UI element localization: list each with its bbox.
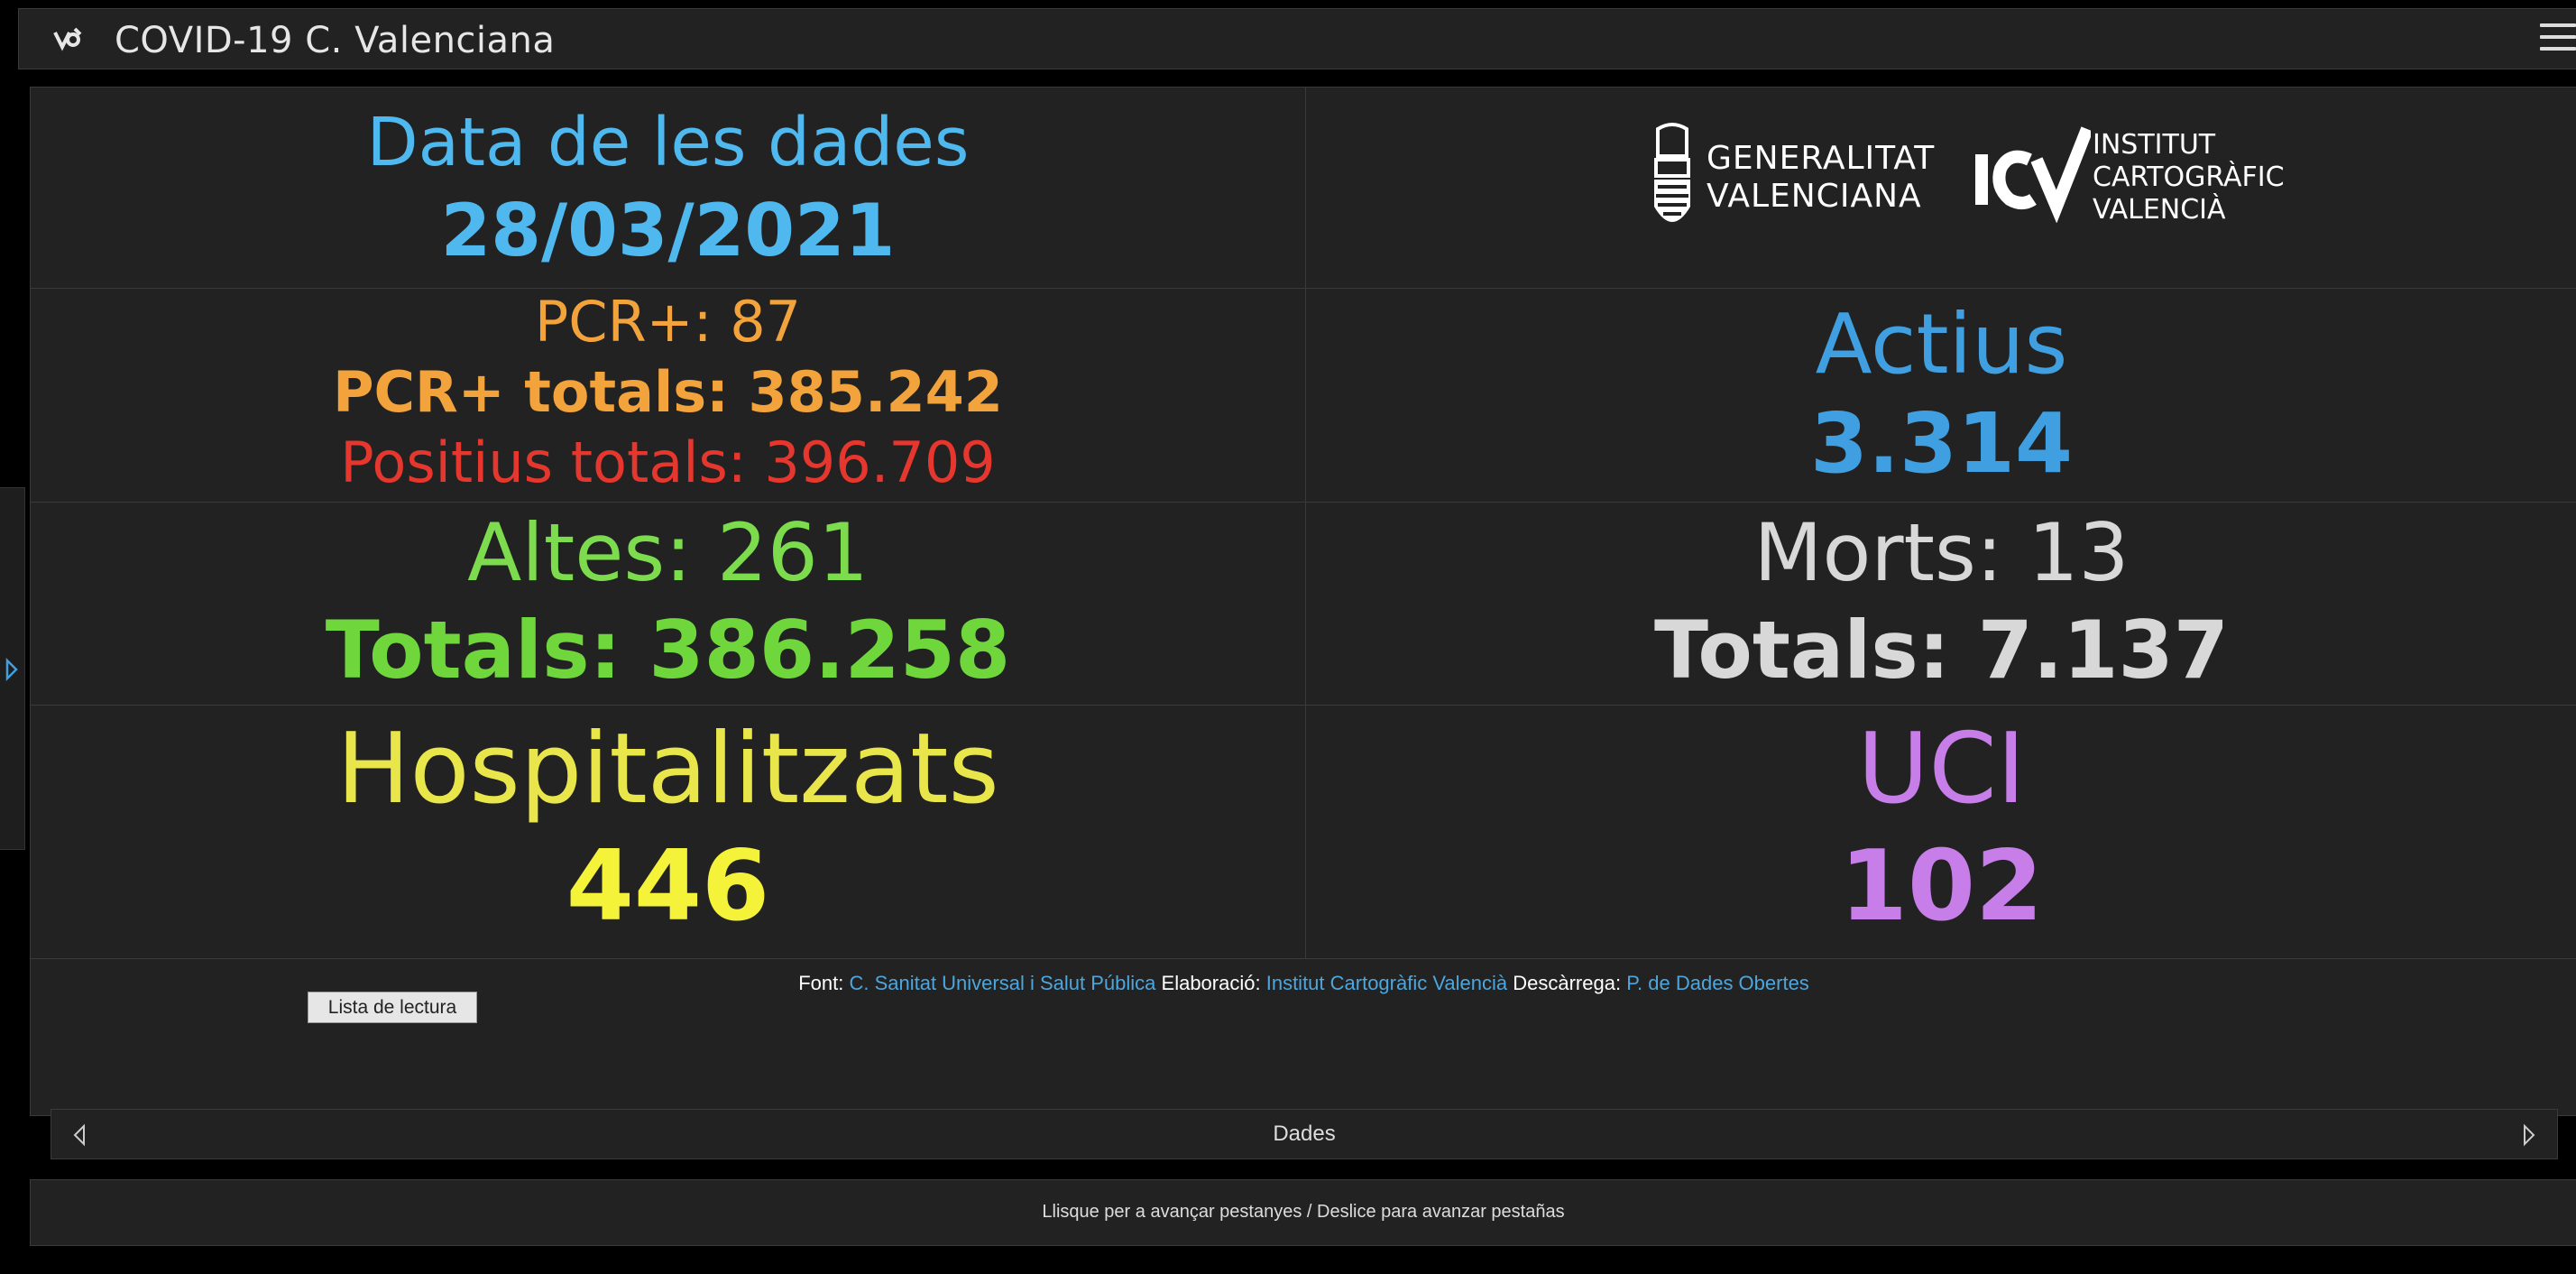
hamburger-menu-icon[interactable] (2540, 23, 2576, 56)
elaboration-label: Elaboració: (1161, 972, 1261, 994)
app-header: COVID-19 C. Valenciana (18, 8, 2576, 69)
icu-cell: UCI 102 (1306, 706, 2576, 958)
grid-divider (31, 958, 2576, 959)
date-cell: Data de les dades 28/03/2021 (31, 88, 1305, 288)
icv-logo: INSTITUT CARTOGRÀFIC VALENCIÀ (1973, 124, 2285, 241)
generalitat-logo: GENERALITAT VALENCIANA (1649, 120, 1937, 237)
icu-value: 102 (1839, 830, 2044, 943)
triangle-left-icon[interactable] (71, 1122, 87, 1148)
active-cell: Actius 3.314 (1306, 289, 2576, 502)
generalitat-shield-icon (1649, 120, 1696, 242)
swipe-hint: Llisque per a avançar pestanyes / Deslic… (1042, 1202, 1565, 1222)
deaths-total: Totals: 7.137 (1654, 604, 2229, 697)
date-value: 28/03/2021 (440, 189, 896, 272)
source-link[interactable]: C. Sanitat Universal i Salut Pública (849, 972, 1156, 994)
source-label: Font: (798, 972, 844, 994)
hospital-value: 446 (566, 830, 770, 943)
generalitat-line1: GENERALITAT (1707, 140, 1936, 177)
download-link[interactable]: P. de Dades Obertes (1626, 972, 1809, 994)
pcr-total: PCR+ totals: 385.242 (333, 359, 1003, 425)
dashboard-panel: Data de les dades 28/03/2021 GENERALITAT… (30, 87, 2576, 1116)
positives-total: Positius totals: 396.709 (340, 429, 996, 495)
app-logo-icon (50, 23, 86, 56)
elaboration-link[interactable]: Institut Cartogràfic Valencià (1265, 972, 1508, 994)
pcr-cell: PCR+: 87 PCR+ totals: 385.242 Positius t… (31, 289, 1305, 502)
icv-mark-icon (1973, 124, 2093, 227)
grid-divider-vertical (1305, 88, 1306, 959)
indicator-grid: Data de les dades 28/03/2021 GENERALITAT… (31, 88, 2576, 959)
side-panel-toggle[interactable] (0, 487, 25, 850)
grid-divider (31, 288, 2576, 289)
discharges-total: Totals: 386.258 (325, 604, 1011, 697)
tab-navigator: Dades (51, 1109, 2558, 1159)
grid-divider (31, 705, 2576, 706)
deaths-cell: Morts: 13 Totals: 7.137 (1306, 503, 2576, 705)
triangle-right-icon[interactable] (2521, 1122, 2537, 1148)
generalitat-line2: VALENCIANA (1707, 178, 1922, 215)
sources-line: Font: C. Sanitat Universal i Salut Públi… (31, 972, 2576, 995)
icv-line3: VALENCIÀ (2093, 194, 2226, 226)
grid-divider (31, 502, 2576, 503)
logos-cell: GENERALITAT VALENCIANA INSTITUT CARTOGRÀ… (1306, 88, 2576, 288)
discharges-daily: Altes: 261 (467, 506, 869, 599)
active-label: Actius (1815, 296, 2068, 392)
download-label: Descàrrega: (1513, 972, 1622, 994)
app-title: COVID-19 C. Valenciana (115, 20, 556, 61)
hospital-label: Hospitalitzats (336, 713, 999, 826)
reading-list-button[interactable]: Lista de lectura (308, 992, 477, 1023)
icu-label: UCI (1857, 713, 2026, 826)
current-tab-label: Dades (1273, 1122, 1336, 1146)
hospital-cell: Hospitalitzats 446 (31, 706, 1305, 958)
icv-line2: CARTOGRÀFIC (2093, 162, 2285, 193)
chevron-right-icon[interactable] (4, 656, 20, 683)
active-value: 3.314 (1809, 395, 2073, 492)
pcr-daily: PCR+: 87 (534, 289, 802, 355)
date-label: Data de les dades (366, 104, 970, 181)
discharges-cell: Altes: 261 Totals: 386.258 (31, 503, 1305, 705)
icv-line1: INSTITUT (2093, 129, 2216, 161)
hint-bar: Llisque per a avançar pestanyes / Deslic… (30, 1179, 2576, 1246)
deaths-daily: Morts: 13 (1753, 506, 2130, 599)
